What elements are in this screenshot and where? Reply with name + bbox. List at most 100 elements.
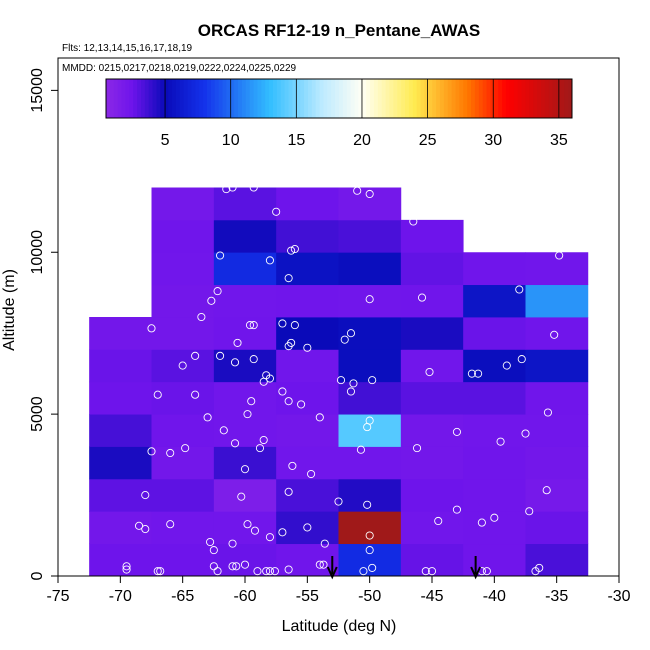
sample-point	[482, 567, 491, 576]
colorbar-segment	[478, 79, 484, 118]
sample-point	[284, 274, 293, 283]
sample-point	[353, 186, 362, 195]
sample-point	[278, 319, 287, 328]
colorbar-segment	[257, 79, 262, 118]
colorbar-segment	[432, 79, 437, 118]
heatmap-cell	[338, 381, 402, 415]
heatmap-cells	[89, 187, 589, 577]
sample-point	[141, 525, 150, 534]
colorbar-segment	[121, 79, 126, 118]
sample-point	[356, 445, 365, 454]
heatmap-cell	[338, 511, 402, 545]
heatmap-cell	[151, 381, 215, 415]
y-tick-label: 15000	[29, 68, 46, 113]
sample-point	[303, 523, 312, 532]
colorbar-segment	[280, 79, 286, 118]
sample-point	[249, 183, 258, 192]
sample-point	[287, 338, 296, 347]
x-tick-label: -70	[109, 588, 132, 605]
y-axis: 0 5000 10000 15000	[29, 68, 59, 580]
sample-point	[181, 444, 190, 453]
sample-point	[543, 408, 552, 417]
heatmap-cell	[463, 317, 526, 350]
heatmap-cell	[213, 478, 277, 512]
heatmap-cell	[213, 187, 277, 221]
sample-point	[265, 567, 274, 576]
colorbar-segment	[203, 79, 208, 118]
colorbar-segment	[307, 79, 313, 118]
sample-point	[213, 287, 222, 296]
colorbar-segment	[521, 79, 526, 118]
sample-point	[288, 461, 297, 470]
colorbar-segment	[408, 79, 414, 118]
colorbar-segment	[106, 79, 111, 118]
sample-point	[278, 528, 287, 537]
colorbar-segment	[339, 79, 344, 118]
colorbar-segment	[498, 79, 503, 118]
colorbar-segment	[261, 79, 266, 118]
colorbar-segment	[241, 79, 247, 118]
heatmap-cell	[213, 381, 277, 415]
colorbar-segment	[265, 79, 270, 118]
y-tick-label: 10000	[29, 230, 46, 275]
sample-point	[284, 397, 293, 406]
colorbar-segment	[564, 79, 569, 118]
x-axis: -75 -70 -65 -60 -55 -50 -45 -40 -35 -30	[46, 575, 631, 605]
sample-point	[222, 185, 231, 194]
colorbar-segment	[133, 79, 138, 118]
heatmap-cell	[525, 284, 589, 318]
heatmap-cell	[463, 414, 526, 447]
sample-point	[359, 567, 368, 576]
colorbar-segment	[269, 79, 274, 118]
sample-point	[147, 324, 156, 333]
colorbar-segment	[253, 79, 258, 118]
sample-point	[412, 444, 422, 453]
sample-point	[319, 560, 328, 569]
sample-point	[284, 565, 293, 574]
colorbar-segment	[548, 79, 554, 118]
colorbar-segment	[420, 79, 425, 118]
sample-point	[216, 251, 225, 260]
heatmap-cell	[338, 219, 402, 253]
heatmap-cell	[89, 381, 152, 415]
sample-point	[262, 371, 271, 380]
y-axis-label: Altitude (m)	[1, 269, 18, 351]
colorbar-segment	[179, 79, 185, 118]
heatmap-cell	[400, 511, 464, 545]
colorbar-tick-label: 25	[419, 132, 437, 149]
colorbar-segment	[517, 79, 523, 118]
sample-point	[421, 567, 430, 576]
colorbar-segment	[529, 79, 534, 118]
colorbar-segment	[311, 79, 317, 118]
sample-point	[452, 427, 461, 436]
heatmap-cell	[213, 219, 277, 253]
sample-point	[290, 244, 299, 254]
colorbar-segment	[354, 79, 359, 118]
colorbar-segment	[109, 79, 115, 118]
sample-point	[525, 507, 534, 516]
sample-point	[207, 296, 216, 305]
sample-point	[237, 492, 246, 501]
colorbar-segment	[296, 79, 301, 118]
colorbar-segment	[482, 79, 488, 118]
colorbar-segment	[144, 79, 150, 118]
sample-point	[365, 531, 374, 540]
sample-point	[243, 520, 252, 529]
sample-point	[253, 567, 262, 576]
colorbar-segment	[187, 79, 192, 118]
heatmap-cell	[151, 478, 215, 512]
sample-point	[134, 521, 144, 530]
sample-point	[336, 376, 346, 385]
heatmap-cell	[338, 446, 402, 480]
sample-point	[233, 338, 242, 347]
sample-point	[477, 518, 486, 527]
colorbar-segment	[230, 79, 235, 118]
sample-point	[521, 429, 530, 438]
colorbar-segment	[436, 79, 441, 118]
colorbar-segment	[164, 79, 169, 118]
heatmap-cell	[89, 349, 152, 383]
heatmap-cell	[525, 252, 589, 286]
heatmap-cell	[525, 317, 589, 350]
colorbar-segment	[148, 79, 154, 118]
